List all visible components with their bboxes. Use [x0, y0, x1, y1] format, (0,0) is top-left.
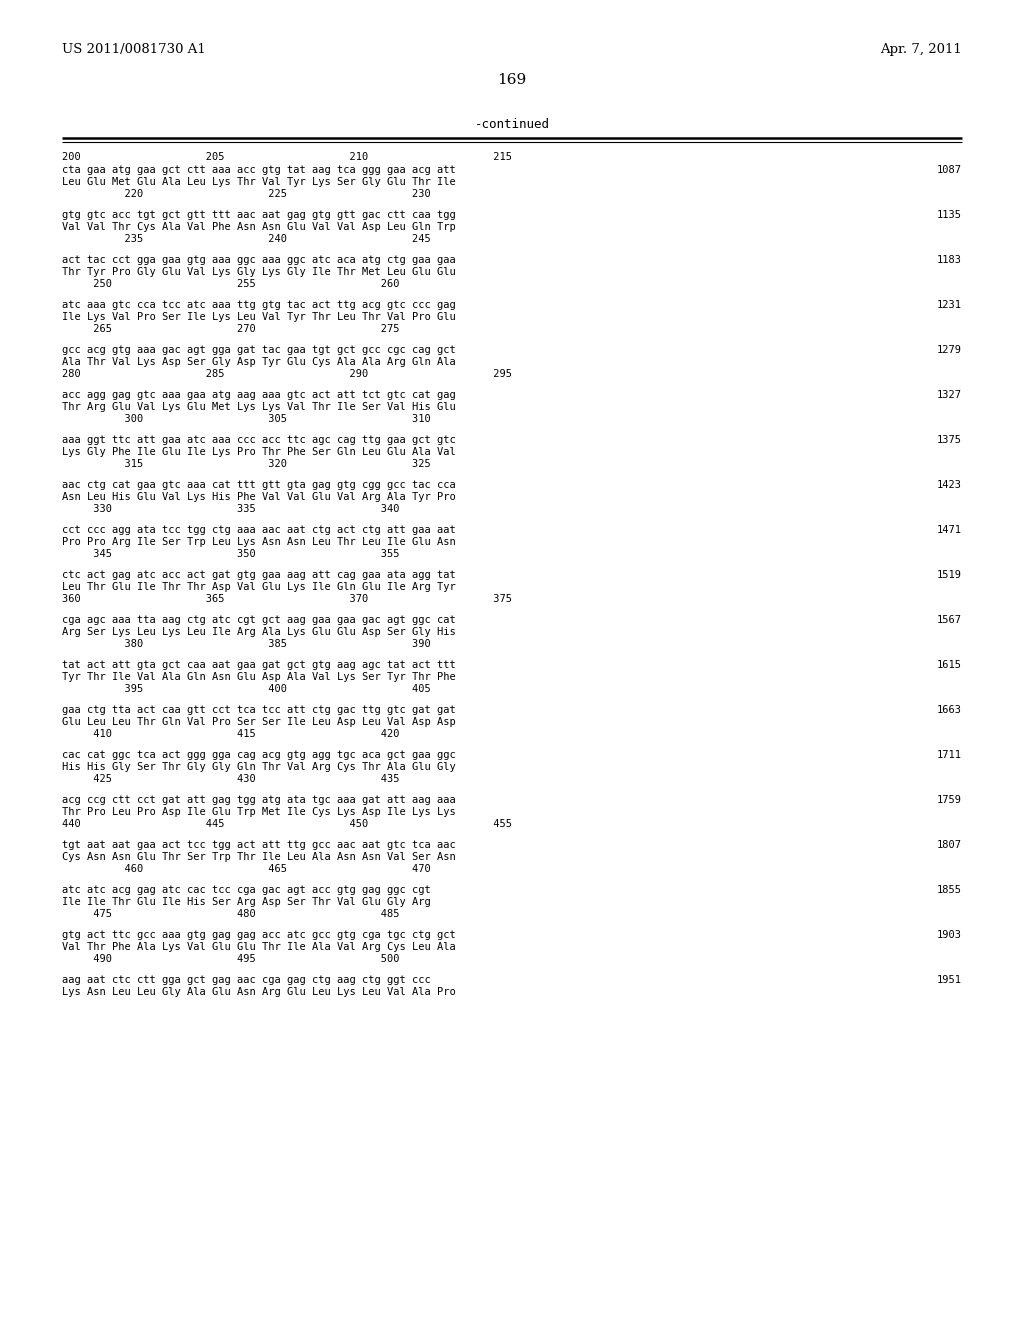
Text: cga agc aaa tta aag ctg atc cgt gct aag gaa gaa gac agt ggc cat: cga agc aaa tta aag ctg atc cgt gct aag … [62, 615, 456, 624]
Text: 1855: 1855 [937, 884, 962, 895]
Text: Val Val Thr Cys Ala Val Phe Asn Asn Glu Val Val Asp Leu Gln Trp: Val Val Thr Cys Ala Val Phe Asn Asn Glu … [62, 222, 456, 232]
Text: cac cat ggc tca act ggg gga cag acg gtg agg tgc aca gct gaa ggc: cac cat ggc tca act ggg gga cag acg gtg … [62, 750, 456, 760]
Text: 460                    465                    470: 460 465 470 [62, 865, 431, 874]
Text: gtg gtc acc tgt gct gtt ttt aac aat gag gtg gtt gac ctt caa tgg: gtg gtc acc tgt gct gtt ttt aac aat gag … [62, 210, 456, 220]
Text: Lys Asn Leu Leu Gly Ala Glu Asn Arg Glu Leu Lys Leu Val Ala Pro: Lys Asn Leu Leu Gly Ala Glu Asn Arg Glu … [62, 987, 456, 997]
Text: 1471: 1471 [937, 525, 962, 535]
Text: 1663: 1663 [937, 705, 962, 715]
Text: 1183: 1183 [937, 255, 962, 265]
Text: cta gaa atg gaa gct ctt aaa acc gtg tat aag tca ggg gaa acg att: cta gaa atg gaa gct ctt aaa acc gtg tat … [62, 165, 456, 176]
Text: 1759: 1759 [937, 795, 962, 805]
Text: 1903: 1903 [937, 931, 962, 940]
Text: 395                    400                    405: 395 400 405 [62, 684, 431, 694]
Text: gcc acg gtg aaa gac agt gga gat tac gaa tgt gct gcc cgc cag gct: gcc acg gtg aaa gac agt gga gat tac gaa … [62, 345, 456, 355]
Text: aag aat ctc ctt gga gct gag aac cga gag ctg aag ctg ggt ccc: aag aat ctc ctt gga gct gag aac cga gag … [62, 975, 431, 985]
Text: 1519: 1519 [937, 570, 962, 579]
Text: 250                    255                    260: 250 255 260 [62, 279, 399, 289]
Text: Cys Asn Asn Glu Thr Ser Trp Thr Ile Leu Ala Asn Asn Val Ser Asn: Cys Asn Asn Glu Thr Ser Trp Thr Ile Leu … [62, 851, 456, 862]
Text: Arg Ser Lys Leu Lys Leu Ile Arg Ala Lys Glu Glu Asp Ser Gly His: Arg Ser Lys Leu Lys Leu Ile Arg Ala Lys … [62, 627, 456, 638]
Text: 1615: 1615 [937, 660, 962, 671]
Text: aac ctg cat gaa gtc aaa cat ttt gtt gta gag gtg cgg gcc tac cca: aac ctg cat gaa gtc aaa cat ttt gtt gta … [62, 480, 456, 490]
Text: 235                    240                    245: 235 240 245 [62, 234, 431, 244]
Text: Thr Tyr Pro Gly Glu Val Lys Gly Lys Gly Ile Thr Met Leu Glu Glu: Thr Tyr Pro Gly Glu Val Lys Gly Lys Gly … [62, 267, 456, 277]
Text: Thr Arg Glu Val Lys Glu Met Lys Lys Val Thr Ile Ser Val His Glu: Thr Arg Glu Val Lys Glu Met Lys Lys Val … [62, 403, 456, 412]
Text: 200                    205                    210                    215: 200 205 210 215 [62, 152, 512, 162]
Text: 440                    445                    450                    455: 440 445 450 455 [62, 818, 512, 829]
Text: Pro Pro Arg Ile Ser Trp Leu Lys Asn Asn Leu Thr Leu Ile Glu Asn: Pro Pro Arg Ile Ser Trp Leu Lys Asn Asn … [62, 537, 456, 546]
Text: 1711: 1711 [937, 750, 962, 760]
Text: Glu Leu Leu Thr Gln Val Pro Ser Ser Ile Leu Asp Leu Val Asp Asp: Glu Leu Leu Thr Gln Val Pro Ser Ser Ile … [62, 717, 456, 727]
Text: 1279: 1279 [937, 345, 962, 355]
Text: Val Thr Phe Ala Lys Val Glu Glu Thr Ile Ala Val Arg Cys Leu Ala: Val Thr Phe Ala Lys Val Glu Glu Thr Ile … [62, 942, 456, 952]
Text: aaa ggt ttc att gaa atc aaa ccc acc ttc agc cag ttg gaa gct gtc: aaa ggt ttc att gaa atc aaa ccc acc ttc … [62, 436, 456, 445]
Text: Ile Ile Thr Glu Ile His Ser Arg Asp Ser Thr Val Glu Gly Arg: Ile Ile Thr Glu Ile His Ser Arg Asp Ser … [62, 898, 431, 907]
Text: 425                    430                    435: 425 430 435 [62, 774, 399, 784]
Text: 345                    350                    355: 345 350 355 [62, 549, 399, 558]
Text: 1951: 1951 [937, 975, 962, 985]
Text: -continued: -continued [474, 119, 550, 132]
Text: ctc act gag atc acc act gat gtg gaa aag att cag gaa ata agg tat: ctc act gag atc acc act gat gtg gaa aag … [62, 570, 456, 579]
Text: gaa ctg tta act caa gtt cct tca tcc att ctg gac ttg gtc gat gat: gaa ctg tta act caa gtt cct tca tcc att … [62, 705, 456, 715]
Text: act tac cct gga gaa gtg aaa ggc aaa ggc atc aca atg ctg gaa gaa: act tac cct gga gaa gtg aaa ggc aaa ggc … [62, 255, 456, 265]
Text: 265                    270                    275: 265 270 275 [62, 323, 399, 334]
Text: 1087: 1087 [937, 165, 962, 176]
Text: tgt aat aat gaa act tcc tgg act att ttg gcc aac aat gtc tca aac: tgt aat aat gaa act tcc tgg act att ttg … [62, 840, 456, 850]
Text: gtg act ttc gcc aaa gtg gag gag acc atc gcc gtg cga tgc ctg gct: gtg act ttc gcc aaa gtg gag gag acc atc … [62, 931, 456, 940]
Text: 169: 169 [498, 73, 526, 87]
Text: cct ccc agg ata tcc tgg ctg aaa aac aat ctg act ctg att gaa aat: cct ccc agg ata tcc tgg ctg aaa aac aat … [62, 525, 456, 535]
Text: Lys Gly Phe Ile Glu Ile Lys Pro Thr Phe Ser Gln Leu Glu Ala Val: Lys Gly Phe Ile Glu Ile Lys Pro Thr Phe … [62, 447, 456, 457]
Text: Ile Lys Val Pro Ser Ile Lys Leu Val Tyr Thr Leu Thr Val Pro Glu: Ile Lys Val Pro Ser Ile Lys Leu Val Tyr … [62, 312, 456, 322]
Text: 220                    225                    230: 220 225 230 [62, 189, 431, 199]
Text: 330                    335                    340: 330 335 340 [62, 504, 399, 513]
Text: Leu Thr Glu Ile Thr Thr Asp Val Glu Lys Ile Gln Glu Ile Arg Tyr: Leu Thr Glu Ile Thr Thr Asp Val Glu Lys … [62, 582, 456, 591]
Text: 490                    495                    500: 490 495 500 [62, 954, 399, 964]
Text: 1423: 1423 [937, 480, 962, 490]
Text: 280                    285                    290                    295: 280 285 290 295 [62, 370, 512, 379]
Text: 1135: 1135 [937, 210, 962, 220]
Text: 1567: 1567 [937, 615, 962, 624]
Text: 1231: 1231 [937, 300, 962, 310]
Text: atc atc acg gag atc cac tcc cga gac agt acc gtg gag ggc cgt: atc atc acg gag atc cac tcc cga gac agt … [62, 884, 431, 895]
Text: 1327: 1327 [937, 389, 962, 400]
Text: atc aaa gtc cca tcc atc aaa ttg gtg tac act ttg acg gtc ccc gag: atc aaa gtc cca tcc atc aaa ttg gtg tac … [62, 300, 456, 310]
Text: 1807: 1807 [937, 840, 962, 850]
Text: acc agg gag gtc aaa gaa atg aag aaa gtc act att tct gtc cat gag: acc agg gag gtc aaa gaa atg aag aaa gtc … [62, 389, 456, 400]
Text: Apr. 7, 2011: Apr. 7, 2011 [881, 44, 962, 57]
Text: 410                    415                    420: 410 415 420 [62, 729, 399, 739]
Text: 1375: 1375 [937, 436, 962, 445]
Text: 380                    385                    390: 380 385 390 [62, 639, 431, 649]
Text: 475                    480                    485: 475 480 485 [62, 909, 399, 919]
Text: Asn Leu His Glu Val Lys His Phe Val Val Glu Val Arg Ala Tyr Pro: Asn Leu His Glu Val Lys His Phe Val Val … [62, 492, 456, 502]
Text: His His Gly Ser Thr Gly Gly Gln Thr Val Arg Cys Thr Ala Glu Gly: His His Gly Ser Thr Gly Gly Gln Thr Val … [62, 762, 456, 772]
Text: 315                    320                    325: 315 320 325 [62, 459, 431, 469]
Text: Thr Pro Leu Pro Asp Ile Glu Trp Met Ile Cys Lys Asp Ile Lys Lys: Thr Pro Leu Pro Asp Ile Glu Trp Met Ile … [62, 807, 456, 817]
Text: tat act att gta gct caa aat gaa gat gct gtg aag agc tat act ttt: tat act att gta gct caa aat gaa gat gct … [62, 660, 456, 671]
Text: US 2011/0081730 A1: US 2011/0081730 A1 [62, 44, 206, 57]
Text: Ala Thr Val Lys Asp Ser Gly Asp Tyr Glu Cys Ala Ala Arg Gln Ala: Ala Thr Val Lys Asp Ser Gly Asp Tyr Glu … [62, 356, 456, 367]
Text: 360                    365                    370                    375: 360 365 370 375 [62, 594, 512, 605]
Text: Leu Glu Met Glu Ala Leu Lys Thr Val Tyr Lys Ser Gly Glu Thr Ile: Leu Glu Met Glu Ala Leu Lys Thr Val Tyr … [62, 177, 456, 187]
Text: acg ccg ctt cct gat att gag tgg atg ata tgc aaa gat att aag aaa: acg ccg ctt cct gat att gag tgg atg ata … [62, 795, 456, 805]
Text: 300                    305                    310: 300 305 310 [62, 414, 431, 424]
Text: Tyr Thr Ile Val Ala Gln Asn Glu Asp Ala Val Lys Ser Tyr Thr Phe: Tyr Thr Ile Val Ala Gln Asn Glu Asp Ala … [62, 672, 456, 682]
